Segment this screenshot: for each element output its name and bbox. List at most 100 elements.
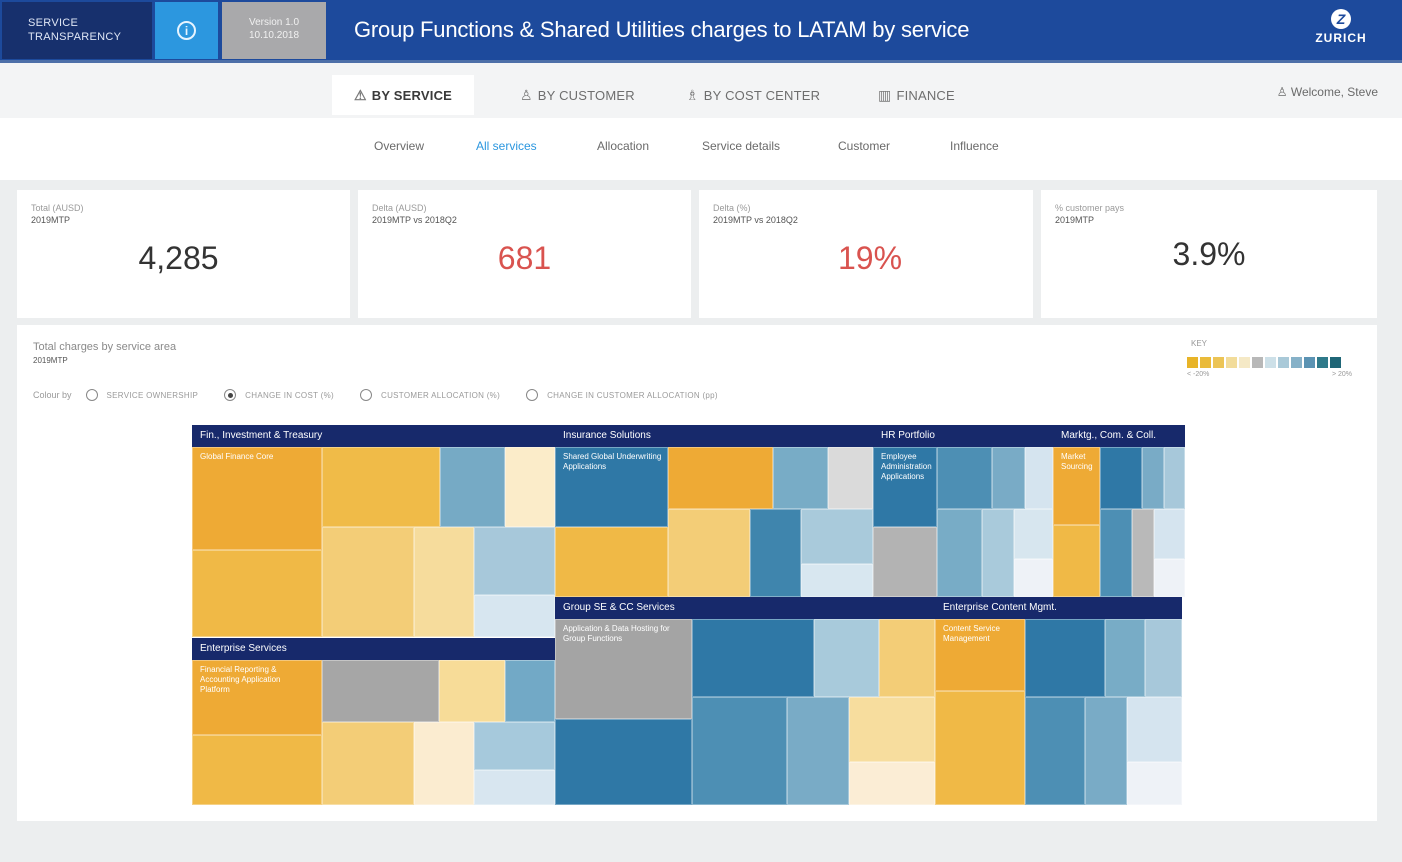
- group-header-enterprise-services[interactable]: Enterprise Services: [192, 638, 555, 660]
- treemap-cell[interactable]: [992, 447, 1025, 509]
- treemap-cell[interactable]: [1100, 509, 1132, 597]
- treemap-cell[interactable]: [1145, 619, 1182, 697]
- treemap-cell[interactable]: [937, 509, 982, 597]
- kpi-value: 681: [497, 240, 552, 276]
- treemap-cell[interactable]: [474, 595, 555, 637]
- group-header-insurance-solutions[interactable]: Insurance Solutions: [555, 425, 873, 447]
- treemap-cell[interactable]: [322, 722, 414, 805]
- group-header-fin-investment-treasury[interactable]: Fin., Investment & Treasury: [192, 425, 555, 447]
- subnav-customer[interactable]: Customer: [838, 139, 891, 153]
- treemap-cell[interactable]: Content Service Management: [935, 619, 1025, 691]
- colour-by-options: Colour by SERVICE OWNERSHIP CHANGE IN CO…: [33, 389, 718, 401]
- radio-change-in-cost[interactable]: CHANGE IN COST (%): [224, 389, 334, 401]
- treemap-cell[interactable]: [192, 735, 322, 805]
- treemap-cell[interactable]: [474, 770, 555, 805]
- info-icon: i: [177, 21, 196, 40]
- treemap-cell[interactable]: [1014, 559, 1053, 597]
- treemap-cell[interactable]: [801, 509, 873, 564]
- treemap-cell[interactable]: [982, 509, 1014, 597]
- treemap-cell[interactable]: [439, 660, 505, 722]
- subnav-influence[interactable]: Influence: [950, 139, 999, 153]
- legend-swatch: [1317, 357, 1328, 368]
- treemap-cell[interactable]: [828, 447, 873, 509]
- treemap-cell[interactable]: [879, 619, 935, 697]
- treemap-cell[interactable]: [1025, 697, 1085, 805]
- treemap-cell[interactable]: [474, 722, 555, 770]
- treemap-cell[interactable]: Financial Reporting & Accounting Applica…: [192, 660, 322, 735]
- treemap-cell[interactable]: [322, 660, 439, 722]
- treemap-cell[interactable]: [1025, 447, 1053, 509]
- treemap-cell[interactable]: [440, 447, 505, 527]
- treemap-cell[interactable]: [849, 697, 935, 762]
- treemap-cell[interactable]: [873, 527, 937, 597]
- treemap-cell[interactable]: [414, 722, 474, 805]
- radio-change-in-customer-allocation[interactable]: CHANGE IN CUSTOMER ALLOCATION (pp): [526, 389, 718, 401]
- tab-by-customer[interactable]: ♙ BY CUSTOMER: [520, 75, 635, 115]
- treemap-cell[interactable]: [935, 691, 1025, 805]
- treemap-cell[interactable]: [555, 527, 668, 597]
- treemap-cell[interactable]: [937, 447, 992, 509]
- treemap-cell[interactable]: [692, 697, 787, 805]
- treemap-cell[interactable]: [555, 719, 692, 805]
- user-menu[interactable]: ♙ Welcome, Steve: [1277, 85, 1378, 99]
- treemap-cell[interactable]: [414, 527, 474, 637]
- tab-by-cost-center[interactable]: ♗ BY COST CENTER: [686, 75, 820, 115]
- app-brand[interactable]: SERVICE TRANSPARENCY: [2, 2, 152, 59]
- radio-circle-selected[interactable]: [224, 389, 237, 401]
- radio-service-ownership[interactable]: SERVICE OWNERSHIP: [85, 389, 199, 401]
- group-header-marketing-comms[interactable]: Marktg., Com. & Coll.: [1053, 425, 1185, 447]
- treemap-cell[interactable]: Application & Data Hosting for Group Fun…: [555, 619, 692, 719]
- kpi-sublabel: 2019MTP: [1055, 215, 1095, 225]
- group-header-group-se-cc-services[interactable]: Group SE & CC Services: [555, 597, 935, 619]
- treemap-cell[interactable]: [773, 447, 828, 509]
- treemap-cell[interactable]: [1127, 762, 1182, 805]
- treemap-cell[interactable]: [801, 564, 873, 597]
- treemap-cell[interactable]: Shared Global Underwriting Applications: [555, 447, 668, 527]
- treemap-cell[interactable]: [1154, 509, 1185, 559]
- treemap-cell[interactable]: [668, 447, 773, 509]
- treemap-cell[interactable]: [1154, 559, 1185, 597]
- treemap-cell[interactable]: [1132, 509, 1154, 597]
- treemap-cell[interactable]: [814, 619, 879, 697]
- kpi-card-delta-ausd: Delta (AUSD) 2019MTP vs 2018Q2 681: [358, 190, 691, 318]
- treemap-cell[interactable]: [1014, 509, 1053, 559]
- group-header-hr-portfolio[interactable]: HR Portfolio: [873, 425, 1053, 447]
- treemap-cell[interactable]: [1025, 619, 1105, 697]
- treemap-cell[interactable]: [787, 697, 849, 805]
- radio-circle[interactable]: [85, 389, 98, 401]
- subnav-allocation[interactable]: Allocation: [597, 139, 650, 153]
- radio-customer-allocation[interactable]: CUSTOMER ALLOCATION (%): [360, 389, 500, 401]
- subnav-service-details[interactable]: Service details: [702, 139, 781, 153]
- treemap-cell[interactable]: Market Sourcing: [1053, 447, 1100, 525]
- treemap-cell[interactable]: [474, 527, 555, 595]
- treemap-cell[interactable]: [1127, 697, 1182, 762]
- treemap-cell[interactable]: [505, 660, 555, 722]
- info-button[interactable]: i: [155, 2, 218, 59]
- tab-by-service[interactable]: ⚠ BY SERVICE: [332, 75, 475, 115]
- treemap-cell[interactable]: [849, 762, 935, 805]
- treemap-cell[interactable]: [668, 509, 750, 597]
- treemap-cell[interactable]: Global Finance Core: [192, 447, 322, 550]
- treemap-cell[interactable]: [322, 527, 414, 637]
- treemap-cell[interactable]: [505, 447, 555, 527]
- radio-circle[interactable]: [360, 389, 372, 401]
- treemap-cell[interactable]: [322, 447, 440, 527]
- subnav-all-services[interactable]: All services: [476, 139, 537, 153]
- treemap-cell[interactable]: Employee Administration Applications: [873, 447, 937, 527]
- treemap-cell[interactable]: [1053, 525, 1100, 597]
- subnav-overview[interactable]: Overview: [374, 139, 425, 153]
- tab-finance[interactable]: ▥ FINANCE: [878, 75, 955, 115]
- treemap-cell[interactable]: [692, 619, 814, 697]
- treemap-cell[interactable]: [1085, 697, 1127, 805]
- treemap-cell[interactable]: [192, 550, 322, 637]
- treemap-cell[interactable]: [1142, 447, 1164, 509]
- treemap-cell[interactable]: [1100, 447, 1142, 509]
- kpi-card-customer-pays: % customer pays 2019MTP 3.9%: [1041, 190, 1377, 318]
- color-legend: KEY < -20% > 20%: [1187, 339, 1357, 378]
- treemap-cell[interactable]: [1164, 447, 1185, 509]
- treemap-cell[interactable]: [750, 509, 801, 597]
- cell-label: Global Finance Core: [200, 452, 274, 461]
- radio-circle[interactable]: [526, 389, 539, 401]
- group-header-enterprise-content-mgmt[interactable]: Enterprise Content Mgmt.: [935, 597, 1182, 619]
- treemap-cell[interactable]: [1105, 619, 1145, 697]
